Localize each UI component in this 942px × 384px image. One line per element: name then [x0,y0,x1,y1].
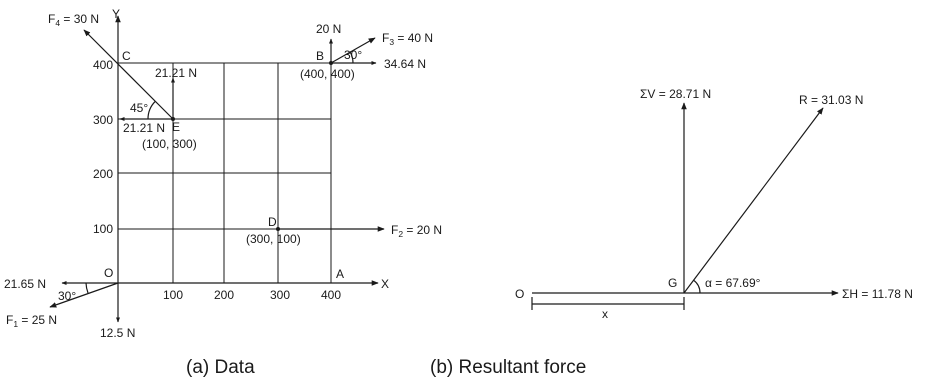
f4-angle-label: 45° [130,101,148,115]
f2-label: F2 = 20 N [391,223,442,239]
alpha-angle-arc [693,279,701,294]
y-tick-label: 200 [93,167,113,181]
panel-a: X Y 100 200 300 400 100 200 300 400 O A … [4,7,442,378]
panel-b: x O G ΣV = 28.71 N ΣH = 11.78 N R = 31.0… [430,87,913,378]
x-tick-label: 400 [321,288,341,302]
point-d-label: D [268,215,277,229]
f4-vertical-component-label: 21.21 N [155,66,197,80]
f3-vertical-component-label: 20 N [316,22,341,36]
x-dimension-label: x [602,307,608,321]
y-tick-label: 400 [93,58,113,72]
point-e-coord: (100, 300) [142,137,197,151]
sum-h-label: ΣH = 11.78 N [842,287,913,301]
point-b-coord: (400, 400) [300,67,355,81]
point-e-label: E [172,120,180,134]
f1-angle-arc [85,282,89,294]
point-o-label-b: O [515,287,524,301]
alpha-label: α = 67.69° [705,276,761,290]
f1-arrow [49,282,119,308]
sum-v-label: ΣV = 28.71 N [640,87,711,101]
x-tick-label: 200 [214,288,234,302]
f3-label: F3 = 40 N [382,31,433,47]
f3-angle-arc [349,51,354,64]
f3-angle-label: 30° [344,48,362,62]
f3-arrow [330,37,376,64]
x-tick-label: 300 [270,288,290,302]
point-o-label: O [104,266,113,280]
x-axis-label: X [381,277,389,291]
resultant-arrow [683,107,824,294]
f1-angle-label: 30° [58,289,76,303]
point-b-label: B [316,49,324,63]
f4-label: F4 = 30 N [48,12,99,28]
point-g-label: G [668,276,677,290]
f1-label: F1 = 25 N [6,313,57,329]
f1-horizontal-component-label: 21.65 N [4,277,46,291]
panel-b-caption: (b) Resultant force [430,357,586,378]
y-tick-label: 100 [93,222,113,236]
panel-a-caption: (a) Data [186,357,255,378]
x-tick-label: 100 [163,288,183,302]
f4-horizontal-component-label: 21.21 N [123,121,165,135]
y-tick-label: 300 [93,113,113,127]
f4-angle-arc [147,100,156,120]
f1-vertical-component-label: 12.5 N [100,326,135,340]
point-d-coord: (300, 100) [246,232,301,246]
f3-horizontal-component-label: 34.64 N [384,57,426,71]
point-a-label: A [336,267,344,281]
resultant-label: R = 31.03 N [799,93,863,107]
f4-arrow [83,29,174,120]
y-axis-label: Y [112,7,120,21]
point-c-label: C [122,49,131,63]
